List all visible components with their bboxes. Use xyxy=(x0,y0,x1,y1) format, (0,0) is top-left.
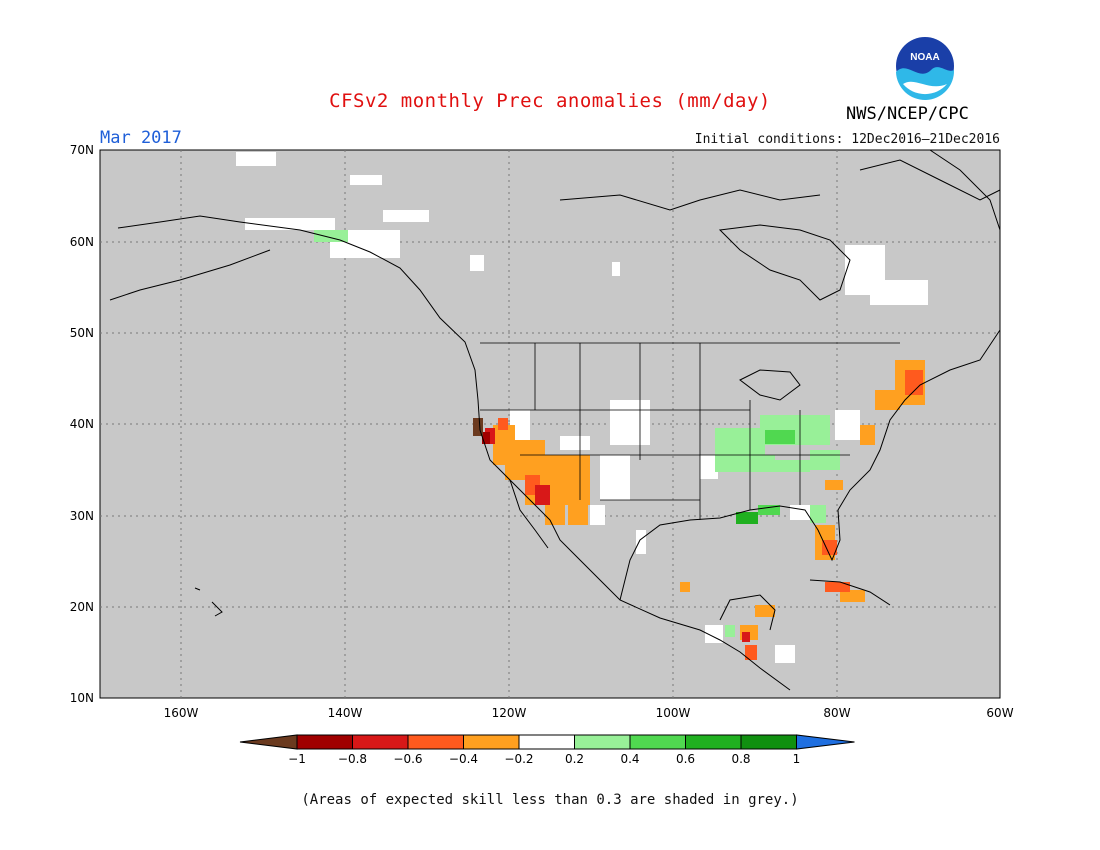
colorbar-segment xyxy=(574,734,631,750)
lat-label-30n: 30N xyxy=(70,509,94,523)
coastlines xyxy=(109,149,1001,691)
lon-label-160w: 160W xyxy=(164,706,199,720)
colorbar-segment xyxy=(352,734,409,750)
lat-label-10n: 10N xyxy=(70,691,94,705)
lon-label-60w: 60W xyxy=(986,706,1013,720)
lon-label-140w: 140W xyxy=(328,706,363,720)
colorbar-label: 0.4 xyxy=(620,752,639,766)
positive-0.6-patches xyxy=(736,512,758,524)
colorbar-label: −0.6 xyxy=(393,752,422,766)
lat-label-40n: 40N xyxy=(70,417,94,431)
colorbar-segment xyxy=(463,734,520,750)
colorbar-label: 1 xyxy=(793,752,801,766)
colorbar-segment xyxy=(407,734,464,750)
lon-label-120w: 120W xyxy=(492,706,527,720)
negative-1-patches xyxy=(473,418,483,436)
lon-label-80w: 80W xyxy=(823,706,850,720)
positive-0.4-patches xyxy=(758,430,795,515)
colorbar-segment xyxy=(296,734,353,750)
latitude-labels: 70N 60N 50N 40N 30N 20N 10N xyxy=(70,143,94,705)
colorbar-segment xyxy=(629,734,686,750)
lat-label-60n: 60N xyxy=(70,235,94,249)
colorbar-label: −0.2 xyxy=(504,752,533,766)
near-zero-anomaly-patches xyxy=(236,152,928,663)
colorbar-label: 0.8 xyxy=(731,752,750,766)
agency-label: NWS/NCEP/CPC xyxy=(846,104,969,124)
chart-title: CFSv2 monthly Prec anomalies (mm/day) xyxy=(329,90,771,112)
longitude-labels: 160W 140W 120W 100W 80W 60W xyxy=(164,706,1014,720)
colorbar-legend: −1 −0.8 −0.6 −0.4 −0.2 0.2 0.4 0.6 0.8 1 xyxy=(239,734,855,766)
colorbar-max-arrow xyxy=(796,734,855,750)
colorbar-label: −0.4 xyxy=(449,752,478,766)
colorbar-label: 0.6 xyxy=(676,752,695,766)
noaa-logo-text: NOAA xyxy=(910,52,939,63)
forecast-month: Mar 2017 xyxy=(100,128,182,148)
noaa-logo: NOAA xyxy=(895,36,955,101)
lat-label-50n: 50N xyxy=(70,326,94,340)
lon-label-100w: 100W xyxy=(656,706,691,720)
negative-0.8-patches xyxy=(482,432,490,444)
lat-label-70n: 70N xyxy=(70,143,94,157)
colorbar-label: 0.2 xyxy=(565,752,584,766)
colorbar-label: −1 xyxy=(288,752,306,766)
colorbar-min-arrow xyxy=(239,734,298,750)
colorbar-segment xyxy=(740,734,797,750)
colorbar-label: −0.8 xyxy=(338,752,367,766)
lat-label-20n: 20N xyxy=(70,600,94,614)
initial-conditions: Initial conditions: 12Dec2016–21Dec2016 xyxy=(694,132,1000,147)
colorbar-segment xyxy=(518,734,575,750)
skill-footnote: (Areas of expected skill less than 0.3 a… xyxy=(301,792,799,808)
colorbar-segment xyxy=(685,734,742,750)
state-borders xyxy=(480,342,900,520)
